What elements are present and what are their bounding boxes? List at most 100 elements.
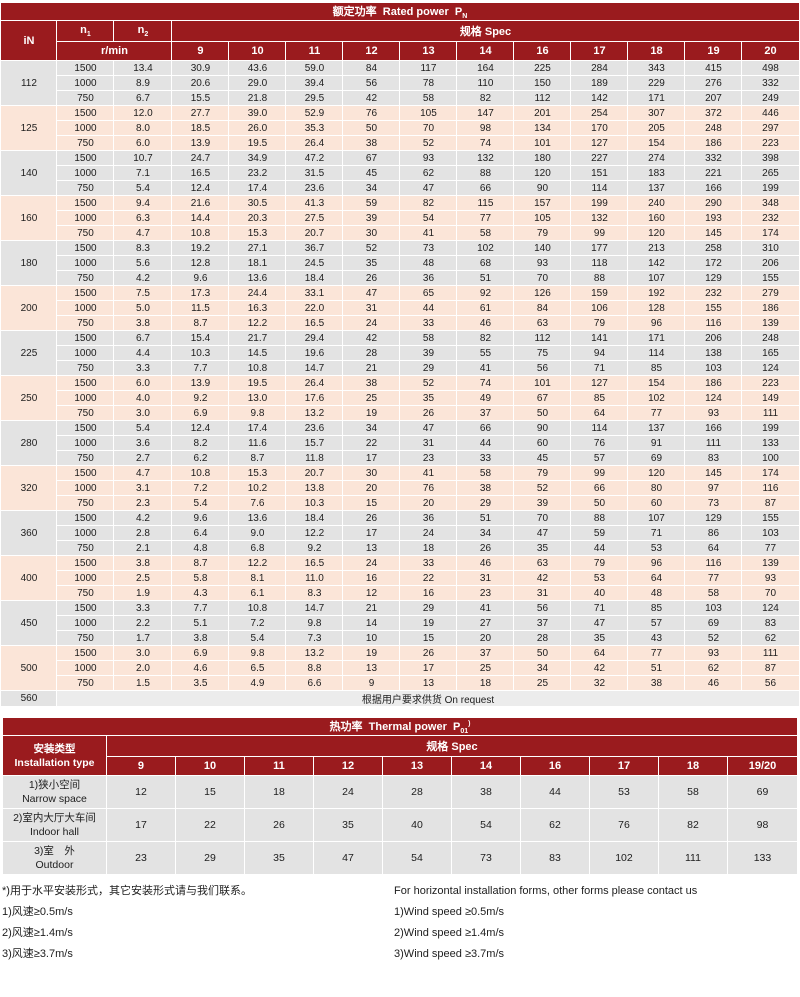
power-value-cell: 63 (513, 315, 572, 332)
n1-speed-cell: 1500 (56, 150, 115, 167)
power-value-cell: 8.7 (228, 450, 287, 467)
power-value-cell: 28 (342, 345, 401, 362)
power-value-cell: 101 (513, 375, 572, 392)
power-value-cell: 14.7 (285, 600, 344, 617)
thermal-value-cell: 23 (105, 841, 176, 876)
power-value-cell: 10.8 (171, 465, 230, 482)
footnote-zh-line: 2)风速≥1.4m/s (2, 926, 73, 939)
power-value-cell: 14.5 (228, 345, 287, 362)
power-value-cell: 70 (513, 510, 572, 527)
power-value-cell: 52.9 (285, 105, 344, 122)
rated-power-row: 750 4.2 9.6 13.6 18.4 26 36 51 70 88 107 129 155 (1, 270, 800, 287)
power-value-cell: 27.5 (285, 210, 344, 227)
power-value-cell: 79 (570, 315, 629, 332)
n2-speed-cell: 5.4 (113, 420, 173, 437)
power-value-cell: 4.9 (228, 675, 287, 692)
power-value-cell: 165 (741, 345, 800, 362)
rated-power-title-row: 额定功率 Rated power PN (0, 1, 800, 22)
power-value-cell: 21.8 (228, 90, 287, 107)
power-value-cell: 78 (399, 75, 458, 92)
power-value-cell: 69 (684, 615, 743, 632)
thermal-power-row: 3)室 外 Outdoor 23 29 35 47 54 73 83 102 111 133 (1, 841, 799, 876)
power-value-cell: 63 (513, 555, 572, 572)
power-value-cell: 332 (684, 150, 743, 167)
power-value-cell: 101 (513, 135, 572, 152)
n2-speed-cell: 9.4 (113, 195, 173, 212)
power-value-cell: 11.8 (285, 450, 344, 467)
power-value-cell: 372 (684, 105, 743, 122)
power-value-cell: 35.3 (285, 120, 344, 137)
power-value-cell: 17.4 (228, 180, 287, 197)
power-value-cell: 29 (456, 495, 515, 512)
power-value-cell: 14 (342, 615, 401, 632)
power-value-cell: 39 (513, 495, 572, 512)
n2-speed-cell: 6.7 (113, 330, 173, 347)
thermal-value-cell: 73 (450, 841, 521, 876)
power-value-cell: 16 (342, 570, 401, 587)
power-value-cell: 265 (741, 165, 800, 182)
power-value-cell: 18 (456, 675, 515, 692)
power-value-cell: 56 (741, 675, 800, 692)
power-value-cell: 6.6 (285, 675, 344, 692)
power-value-cell: 52 (399, 375, 458, 392)
n2-speed-cell: 6.0 (113, 375, 173, 392)
power-value-cell: 20.3 (228, 210, 287, 227)
n1-speed-cell: 750 (56, 270, 115, 287)
power-value-cell: 149 (741, 390, 800, 407)
power-value-cell: 18.4 (285, 270, 344, 287)
power-value-cell: 70 (741, 585, 800, 602)
power-value-cell: 166 (684, 180, 743, 197)
spec-column-header: 9 (171, 41, 230, 62)
power-value-cell: 19 (342, 405, 401, 422)
n2-speed-cell: 6.3 (113, 210, 173, 227)
power-value-cell: 54 (399, 210, 458, 227)
power-value-cell: 35 (399, 390, 458, 407)
power-value-cell: 26 (456, 540, 515, 557)
thermal-value-cell: 133 (726, 841, 799, 876)
power-value-cell: 180 (513, 150, 572, 167)
power-value-cell: 10 (342, 630, 401, 647)
power-value-cell: 174 (741, 465, 800, 482)
power-value-cell: 13 (342, 540, 401, 557)
power-value-cell: 77 (627, 645, 686, 662)
n2-speed-cell: 5.0 (113, 300, 173, 317)
power-value-cell: 42 (342, 330, 401, 347)
power-value-cell: 33.1 (285, 285, 344, 302)
power-value-cell: 79 (513, 225, 572, 242)
power-value-cell: 5.4 (228, 630, 287, 647)
power-value-cell: 31 (513, 585, 572, 602)
power-value-cell: 17 (342, 450, 401, 467)
power-value-cell: 132 (570, 210, 629, 227)
power-value-cell: 115 (456, 195, 515, 212)
rated-power-row: 140 1500 10.7 24.7 34.9 47.2 67 93 132 180 227 274 3… (0, 150, 800, 197)
power-value-cell: 254 (570, 105, 629, 122)
n1-speed-cell: 1000 (56, 615, 115, 632)
thermal-value-cell: 44 (519, 775, 590, 810)
power-value-cell: 139 (741, 315, 800, 332)
power-value-cell: 17 (399, 660, 458, 677)
rated-power-row: 750 6.0 13.9 19.5 26.4 38 52 74 101 127 154 186 223 (1, 135, 800, 152)
rated-power-row: 1000 8.0 18.5 26.0 35.3 50 70 98 134 170 205 248 297 (1, 120, 800, 137)
power-value-cell: 279 (741, 285, 800, 302)
rated-power-row: 180 1500 8.3 19.2 27.1 36.7 52 73 102 140 177 213 25… (0, 240, 800, 287)
in-ratio-cell: 450 (0, 600, 58, 647)
power-value-cell: 9.8 (285, 615, 344, 632)
spec-column-header: 12 (342, 41, 401, 62)
thermal-value-cell: 54 (450, 808, 521, 843)
power-value-cell: 129 (684, 510, 743, 527)
power-value-cell: 48 (399, 255, 458, 272)
power-value-cell: 227 (570, 150, 629, 167)
power-value-cell: 183 (627, 165, 686, 182)
power-value-cell: 60 (513, 435, 572, 452)
power-value-cell: 6.9 (171, 645, 230, 662)
n2-speed-cell: 4.2 (113, 510, 173, 527)
power-value-cell: 62 (684, 660, 743, 677)
power-value-cell: 62 (399, 165, 458, 182)
power-value-cell: 213 (627, 240, 686, 257)
power-value-cell: 39 (342, 210, 401, 227)
power-value-cell: 21.7 (228, 330, 287, 347)
power-value-cell: 65 (399, 285, 458, 302)
rated-power-row: 1000 3.1 7.2 10.2 13.8 20 76 38 52 66 80 97 116 (1, 480, 800, 497)
power-value-cell: 205 (627, 120, 686, 137)
power-value-cell: 13.9 (171, 375, 230, 392)
